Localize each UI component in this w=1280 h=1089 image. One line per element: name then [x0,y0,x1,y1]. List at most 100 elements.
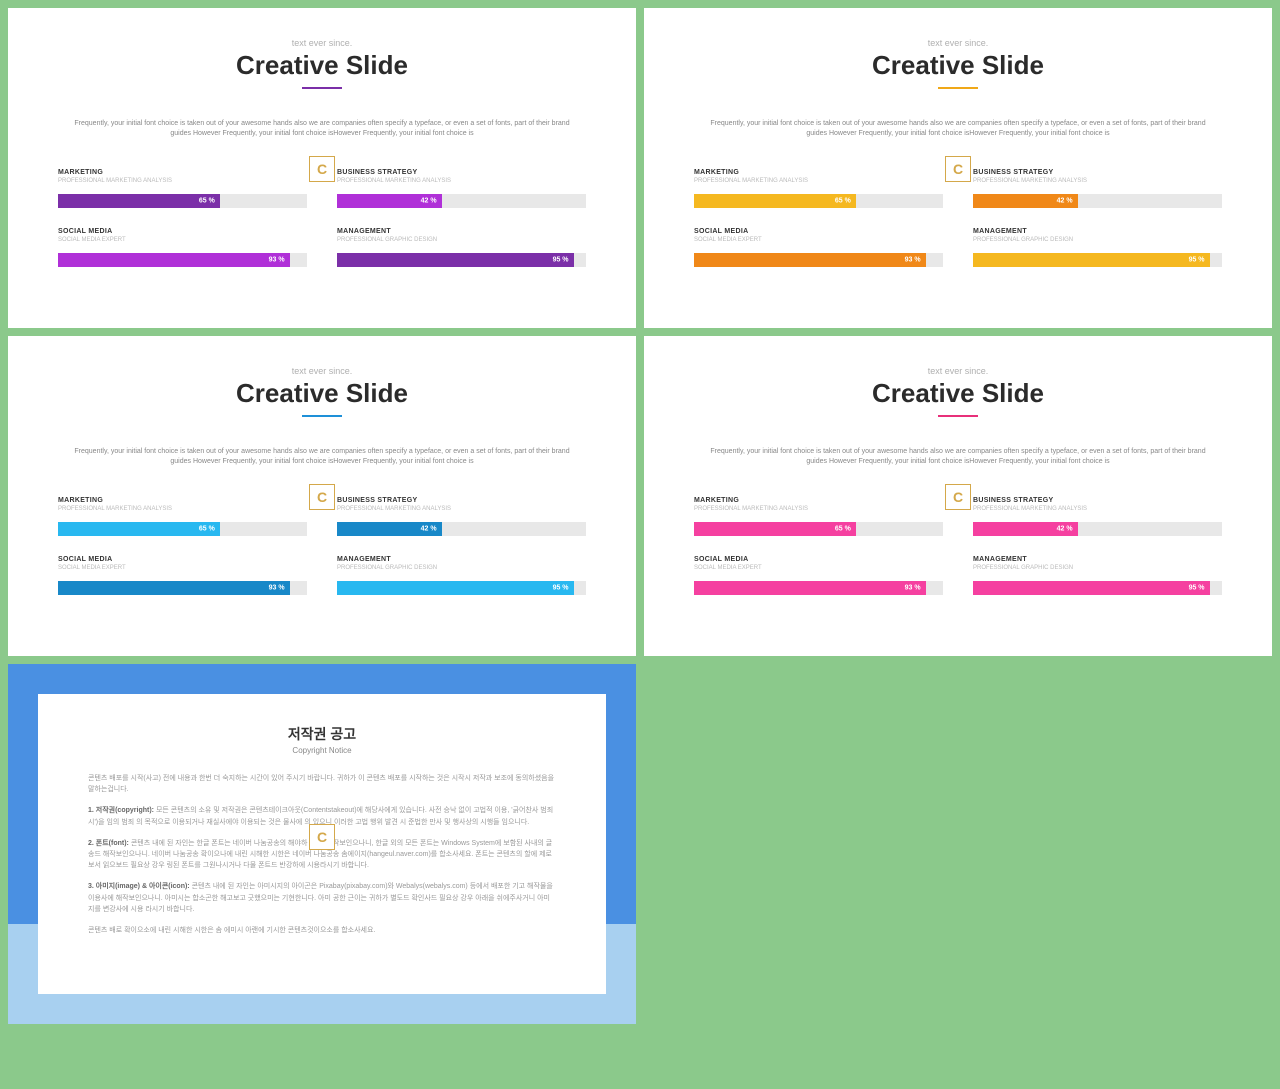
slide-purple: text ever since. Creative Slide Frequent… [8,8,636,328]
bar-fill: 93 % [694,253,926,267]
logo-badge: C [309,156,335,182]
bar-title: BUSINESS STRATEGY [337,497,586,504]
bar-title: MANAGEMENT [337,556,586,563]
logo-letter: C [317,829,327,845]
bar-group: SOCIAL MEDIA SOCIAL MEDIA EXPERT 93 % [58,228,307,267]
title-underline [938,87,978,89]
bar-group: BUSINESS STRATEGY PROFESSIONAL MARKETING … [973,497,1222,536]
slide-orange: text ever since. Creative Slide Frequent… [644,8,1272,328]
bars-container: MARKETING PROFESSIONAL MARKETING ANALYSIS… [694,497,1222,595]
copyright-p3-bold: 2. 폰트(font): [88,840,129,847]
bar-label: 93 % [269,256,285,263]
bar-group: BUSINESS STRATEGY PROFESSIONAL MARKETING … [337,497,586,536]
bar-fill: 42 % [337,194,442,208]
bar-track: 65 % [58,522,307,536]
bar-fill: 93 % [58,581,290,595]
bar-title: BUSINESS STRATEGY [973,497,1222,504]
bar-fill: 42 % [973,194,1078,208]
bar-title: BUSINESS STRATEGY [337,169,586,176]
bar-track: 95 % [973,581,1222,595]
bar-subtitle: PROFESSIONAL MARKETING ANALYSIS [58,506,307,512]
bar-fill: 95 % [973,581,1210,595]
bar-label: 95 % [1189,584,1205,591]
bar-title: MARKETING [694,169,943,176]
copyright-p5: 콘텐츠 배로 확이으소에 내린 시해한 시한은 솜 에미시 아랜에 기시한 콘텐… [88,925,556,936]
bar-group: MARKETING PROFESSIONAL MARKETING ANALYSIS… [694,497,943,536]
bar-subtitle: PROFESSIONAL MARKETING ANALYSIS [337,178,586,184]
bar-label: 95 % [1189,256,1205,263]
bar-track: 93 % [694,581,943,595]
bar-subtitle: PROFESSIONAL MARKETING ANALYSIS [973,506,1222,512]
bar-subtitle: PROFESSIONAL MARKETING ANALYSIS [337,506,586,512]
bar-group: SOCIAL MEDIASOCIAL MEDIA EXPERT93 % [694,228,943,267]
slide-title: Creative Slide [694,378,1222,409]
bar-subtitle: SOCIAL MEDIA EXPERT [694,237,943,243]
logo-badge: C [945,484,971,510]
slides-grid: text ever since. Creative Slide Frequent… [8,8,1272,1024]
bar-label: 95 % [553,256,569,263]
copyright-p2-bold: 1. 저작권(copyright): [88,807,154,814]
bar-label: 42 % [1057,197,1073,204]
bar-track: 65 % [694,522,943,536]
copyright-subtitle: Copyright Notice [88,746,556,755]
bar-fill: 65 % [58,522,220,536]
bar-fill: 42 % [973,522,1078,536]
slide-pink: text ever since. Creative Slide Frequent… [644,336,1272,656]
bar-title: MANAGEMENT [973,556,1222,563]
bar-fill: 93 % [58,253,290,267]
bar-subtitle: SOCIAL MEDIA EXPERT [694,565,943,571]
bar-subtitle: SOCIAL MEDIA EXPERT [58,237,307,243]
slide-subtitle: text ever since. [58,366,586,376]
bar-group: MARKETING PROFESSIONAL MARKETING ANALYSIS… [58,497,307,536]
bar-label: 65 % [199,197,215,204]
bar-subtitle: PROFESSIONAL MARKETING ANALYSIS [973,178,1222,184]
bar-label: 93 % [905,256,921,263]
slide-subtitle: text ever since. [694,38,1222,48]
bar-group: MANAGEMENT PROFESSIONAL GRAPHIC DESIGN 95 … [337,228,586,267]
bar-title: MARKETING [694,497,943,504]
bar-track: 93 % [694,253,943,267]
bar-title: SOCIAL MEDIA [58,556,307,563]
slide-subtitle: text ever since. [58,38,586,48]
bar-title: MANAGEMENT [337,228,586,235]
logo-badge: C [309,484,335,510]
slide-description: Frequently, your initial font choice is … [694,119,1222,139]
bar-title: BUSINESS STRATEGY [973,169,1222,176]
bar-track: 42 % [973,194,1222,208]
bar-group: MANAGEMENT PROFESSIONAL GRAPHIC DESIGN 95 … [337,556,586,595]
bar-fill: 95 % [337,581,574,595]
bar-label: 42 % [421,525,437,532]
bar-track: 93 % [58,253,307,267]
copyright-inner: 저작권 공고 Copyright Notice 콘텐츠 배포를 시작(사고) 전… [38,694,606,994]
bar-subtitle: PROFESSIONAL MARKETING ANALYSIS [694,506,943,512]
bars-container: MARKETING PROFESSIONAL MARKETING ANALYSIS… [58,497,586,595]
bar-track: 42 % [973,522,1222,536]
bar-track: 95 % [337,581,586,595]
bar-subtitle: PROFESSIONAL GRAPHIC DESIGN [337,237,586,243]
title-underline [302,415,342,417]
bar-group: MANAGEMENTPROFESSIONAL GRAPHIC DESIGN95 … [973,228,1222,267]
bar-subtitle: PROFESSIONAL GRAPHIC DESIGN [337,565,586,571]
bar-fill: 95 % [337,253,574,267]
bar-subtitle: SOCIAL MEDIA EXPERT [58,565,307,571]
bar-track: 95 % [973,253,1222,267]
slide-copyright: 저작권 공고 Copyright Notice 콘텐츠 배포를 시작(사고) 전… [8,664,636,1024]
bar-subtitle: PROFESSIONAL GRAPHIC DESIGN [973,237,1222,243]
bar-fill: 95 % [973,253,1210,267]
slide-blue: text ever since. Creative Slide Frequent… [8,336,636,656]
copyright-title: 저작권 공고 [88,724,556,744]
slide-description: Frequently, your initial font choice is … [694,447,1222,467]
slide-title: Creative Slide [694,50,1222,81]
bar-title: MARKETING [58,497,307,504]
bar-fill: 65 % [58,194,220,208]
bar-subtitle: PROFESSIONAL GRAPHIC DESIGN [973,565,1222,571]
bar-group: BUSINESS STRATEGY PROFESSIONAL MARKETING … [973,169,1222,208]
bar-title: SOCIAL MEDIA [58,228,307,235]
bar-label: 42 % [1057,525,1073,532]
bar-label: 95 % [553,584,569,591]
title-underline [302,87,342,89]
copyright-p4-bold: 3. 아미지(image) & 아이콘(icon): [88,883,190,890]
bar-label: 65 % [835,197,851,204]
bar-group: MARKETINGPROFESSIONAL MARKETING ANALYSIS… [58,169,307,208]
bar-track: 42 % [337,522,586,536]
